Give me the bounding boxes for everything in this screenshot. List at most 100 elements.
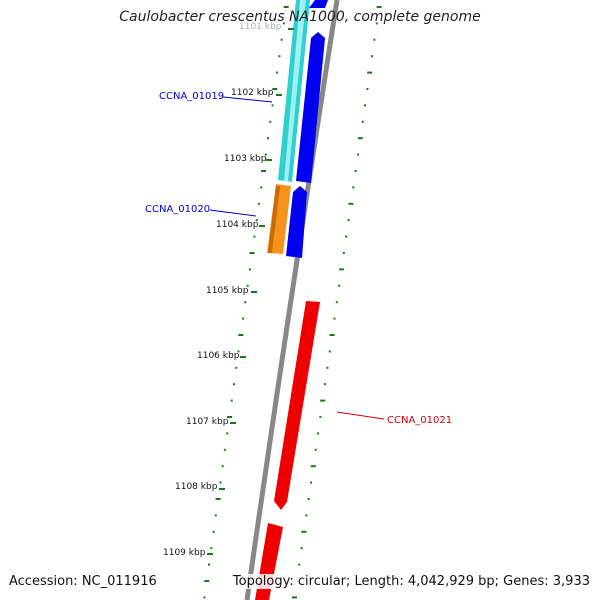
ruler-ticks xyxy=(207,28,294,555)
gc-dot xyxy=(264,153,267,156)
gc-dot xyxy=(203,596,206,599)
ruler-tick-1106 xyxy=(240,356,246,358)
gc-dot xyxy=(235,366,238,369)
gc-dot xyxy=(221,465,224,468)
gc-dot xyxy=(242,317,245,320)
ruler-label-1102: 1102 kbp xyxy=(231,88,274,98)
gc-dot xyxy=(257,202,260,205)
gc-dot xyxy=(214,514,217,517)
gene-callout-line-ccna-01020 xyxy=(209,209,257,217)
gc-dot xyxy=(253,235,256,238)
gc-dot xyxy=(328,350,331,353)
gc-dot xyxy=(354,170,357,172)
gc-dot xyxy=(339,268,344,271)
cds-forward-ccna-01019[interactable] xyxy=(296,32,325,183)
gc-dot xyxy=(376,6,382,8)
gc-dot xyxy=(305,514,308,517)
gc-dot xyxy=(230,399,233,402)
gene-label-ccna-01021[interactable]: CCNA_01021 xyxy=(387,415,452,426)
gc-dot xyxy=(371,55,374,58)
gc-dot xyxy=(317,432,319,435)
gc-dot xyxy=(373,38,376,41)
gc-dot xyxy=(307,498,310,500)
ruler-label-1109: 1109 kbp xyxy=(163,548,206,558)
ruler-label-1104: 1104 kbp xyxy=(216,220,259,230)
gc-dot xyxy=(292,596,297,599)
gc-dot xyxy=(283,6,289,8)
gc-dot xyxy=(348,202,354,205)
gene-label-ccna-01020[interactable]: CCNA_01020 xyxy=(145,204,210,215)
gc-dot xyxy=(347,219,350,222)
gc-dot xyxy=(246,284,249,287)
gc-dot xyxy=(357,137,363,140)
gene-label-ccna-01019[interactable]: CCNA_01019 xyxy=(159,91,224,102)
gc-dot xyxy=(366,88,369,90)
gc-dot xyxy=(237,350,240,353)
gc-dot xyxy=(324,383,327,386)
gc-dot xyxy=(280,38,283,41)
gc-dot xyxy=(223,448,226,451)
gc-dot xyxy=(244,301,247,304)
cds-forward-top[interactable] xyxy=(309,0,328,8)
gc-dot xyxy=(300,547,303,550)
genome-backbone xyxy=(244,0,340,600)
gc-dot xyxy=(310,481,312,484)
gc-dot xyxy=(282,22,285,25)
gc-dot xyxy=(255,219,258,222)
gc-dot xyxy=(204,580,210,582)
genome-stats-text: Topology: circular; Length: 4,042,929 bp… xyxy=(231,574,591,589)
gene-callout-line-ccna-01019 xyxy=(222,96,273,103)
gc-dot xyxy=(219,481,222,484)
cds-reverse-ccna-01021[interactable] xyxy=(274,301,320,510)
cds-forward-ccna-01020[interactable] xyxy=(286,186,307,258)
gc-dot xyxy=(248,268,251,271)
gc-dot xyxy=(298,563,301,566)
ruler-label-1108: 1108 kbp xyxy=(175,482,218,492)
gc-dot xyxy=(361,120,364,123)
gc-dot xyxy=(260,186,263,189)
gc-dot xyxy=(267,137,269,140)
gc-skew-outer-track xyxy=(203,6,289,599)
ruler-labels: 1101 kbp 1102 kbp 1103 kbp 1104 kbp 1105… xyxy=(163,22,282,558)
gc-dot xyxy=(261,170,266,172)
gc-dot xyxy=(352,186,355,189)
gc-dot xyxy=(233,383,235,386)
gc-dot xyxy=(357,153,359,156)
ruler-label-1103: 1103 kbp xyxy=(224,154,267,164)
gc-dot xyxy=(249,252,255,254)
gc-dot xyxy=(364,104,366,107)
gc-dot xyxy=(272,88,278,90)
gc-dot xyxy=(301,530,307,533)
gc-dot xyxy=(367,71,373,74)
orange-feature-shade xyxy=(268,186,280,253)
gc-dot xyxy=(227,416,232,418)
gc-dot xyxy=(226,432,229,435)
gc-dot xyxy=(329,334,335,336)
ruler-tick-1107 xyxy=(230,422,236,424)
ruler-tick-1109 xyxy=(207,553,213,555)
gc-dot xyxy=(375,22,378,25)
gc-dot xyxy=(333,317,336,320)
gc-dot xyxy=(208,563,210,566)
ruler-tick-1103 xyxy=(266,159,272,161)
ruler-tick-1101 xyxy=(288,28,294,30)
cyan-feature-highlight xyxy=(284,0,306,181)
ruler-tick-1108 xyxy=(219,488,225,490)
ruler-tick-1104 xyxy=(259,225,265,227)
gc-dot xyxy=(338,284,341,287)
gc-dot xyxy=(271,104,274,107)
ruler-tick-1105 xyxy=(251,291,257,293)
gc-dot xyxy=(320,399,326,402)
gc-dot xyxy=(215,498,221,500)
gc-dot xyxy=(238,334,244,336)
gc-dot xyxy=(276,71,279,74)
ruler-label-1107: 1107 kbp xyxy=(186,417,229,427)
ruler-tick-1102 xyxy=(276,94,282,96)
map-title: Caulobacter crescentus NA1000, complete … xyxy=(119,9,481,25)
gc-dot xyxy=(326,366,329,369)
gc-dot xyxy=(335,301,338,304)
gc-dot xyxy=(314,448,317,451)
gc-dot xyxy=(310,465,316,468)
ruler-label-1106: 1106 kbp xyxy=(197,351,240,361)
